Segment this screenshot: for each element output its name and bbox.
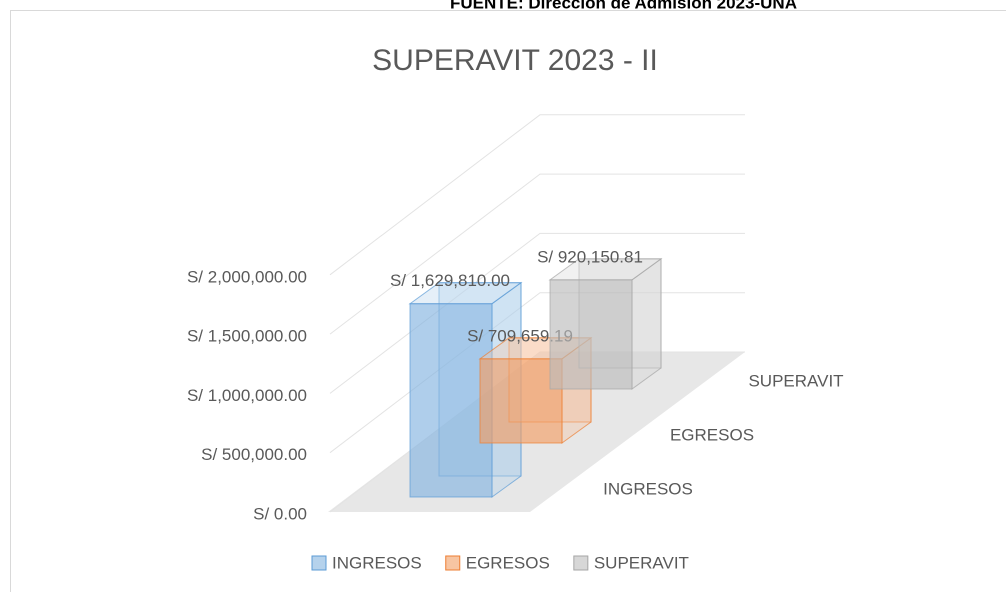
- legend-swatch: [445, 555, 461, 571]
- legend-swatch: [311, 555, 327, 571]
- chart-title: SUPERAVIT 2023 - II: [372, 44, 658, 77]
- y-tick-label: S/ 500,000.00: [201, 445, 307, 464]
- source-note: FUENTE: Dirección de Admisión 2023-UNA: [450, 0, 797, 12]
- bar-side: [631, 257, 662, 390]
- legend-label: EGRESOS: [466, 553, 550, 572]
- grid-line: [329, 114, 745, 276]
- y-tick-label: S/ 1,500,000.00: [187, 327, 307, 346]
- data-label: S/ 709,659.19: [467, 326, 573, 345]
- depth-axis-label: INGRESOS: [603, 479, 693, 498]
- y-tick-label: S/ 2,000,000.00: [187, 267, 307, 286]
- bar-front: [549, 279, 633, 390]
- grid-line: [329, 173, 745, 335]
- bar-front: [409, 303, 493, 498]
- depth-axis-label: SUPERAVIT: [748, 371, 843, 390]
- data-label: S/ 1,629,810.00: [390, 271, 510, 290]
- y-tick-label: S/ 0.00: [253, 504, 307, 523]
- grid-line: [329, 232, 745, 394]
- depth-axis-label: EGRESOS: [670, 425, 754, 444]
- legend-label: SUPERAVIT: [594, 553, 689, 572]
- data-label: S/ 920,150.81: [537, 247, 643, 266]
- legend-swatch: [573, 555, 589, 571]
- grid-line: [329, 292, 745, 454]
- grid-line: [329, 351, 745, 513]
- y-tick-label: S/ 1,000,000.00: [187, 386, 307, 405]
- legend-label: INGRESOS: [332, 553, 422, 572]
